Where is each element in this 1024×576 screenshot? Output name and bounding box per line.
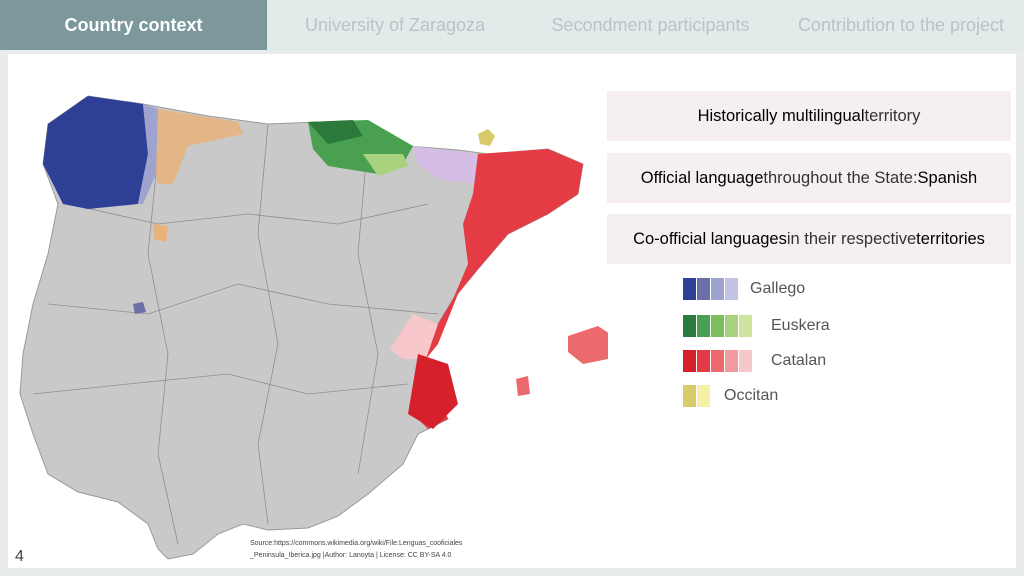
ibiza-island <box>516 376 530 396</box>
source-line-2: _Peninsula_Iberica.jpg |Author: Lanoyta … <box>250 552 452 559</box>
legend-label-occitan: Occitan <box>724 387 779 404</box>
tab-university-of-zaragoza[interactable]: University of Zaragoza <box>267 0 523 50</box>
box2-strong: Official language <box>640 168 764 187</box>
box1-rest: territory <box>864 106 921 125</box>
legend-label-gallego: Gallego <box>750 280 806 297</box>
legend-label-catalan: Catalan <box>771 352 827 369</box>
page-number: 4 <box>15 548 24 565</box>
tab-country-context[interactable]: Country context <box>0 0 267 50</box>
legend-label-euskera: Euskera <box>771 317 830 334</box>
box2-mid: throughout the State: <box>763 168 918 187</box>
box-multilingual: Historically multilingual territory <box>607 91 1011 141</box>
box2-end: Spanish <box>917 168 978 187</box>
box-official-language: Official language throughout the State: … <box>607 153 1011 203</box>
legend-euskera <box>683 315 753 337</box>
legend-gallego <box>683 278 739 300</box>
box3-end: territories <box>916 229 985 248</box>
source-caption: Source:https://commons.wikimedia.org/wik… <box>250 538 520 562</box>
galicia-region <box>43 96 148 209</box>
box1-strong: Historically multilingual <box>697 106 865 125</box>
peninsula-shape <box>19 95 584 560</box>
legend-occitan <box>683 385 711 407</box>
mallorca-island <box>568 326 608 364</box>
tab-contribution-to-the-project[interactable]: Contribution to the project <box>778 0 1024 50</box>
box3-strong: Co-official languages <box>633 229 787 248</box>
source-line-1: Source:https://commons.wikimedia.org/wik… <box>250 540 463 547</box>
slide: Historically multilingual territory Offi… <box>8 54 1016 568</box>
asturleonese-region <box>156 109 243 184</box>
iberian-language-map <box>19 95 608 560</box>
legend-catalan <box>683 350 753 372</box>
tab-secondment-participants[interactable]: Secondment participants <box>523 0 778 50</box>
tab-bar: Country context University of Zaragoza S… <box>0 0 1024 50</box>
box3-mid: in their respective <box>786 229 917 248</box>
box-co-official-languages: Co-official languages in their respectiv… <box>607 214 1011 264</box>
aran-valley <box>478 129 495 146</box>
